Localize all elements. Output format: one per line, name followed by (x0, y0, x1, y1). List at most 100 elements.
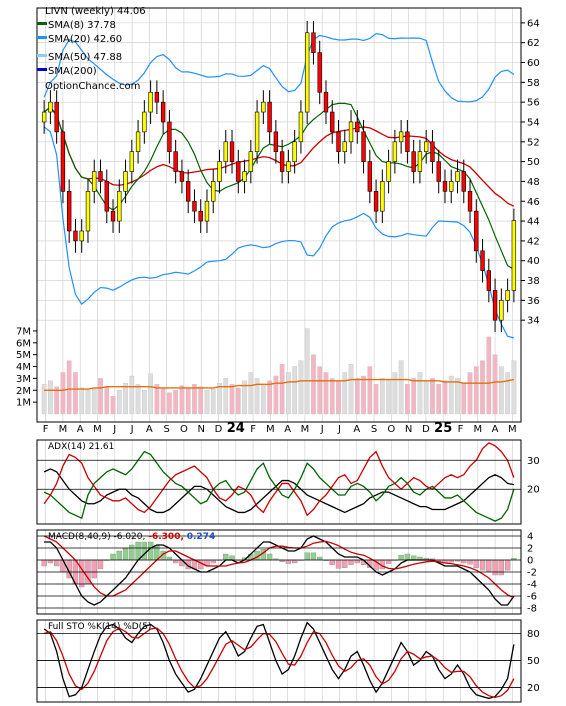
candle-body (48, 101, 53, 113)
candle-body (217, 161, 222, 182)
volume-bar (116, 390, 122, 415)
candle-body (367, 161, 372, 192)
candle-body (417, 151, 423, 172)
volume-bar (323, 372, 329, 415)
volume-bar (254, 378, 260, 415)
macd-histogram-bar (335, 559, 342, 569)
price-legend: LIVN (weekly) 44.06 SMA(8) 37.78 SMA(20)… (37, 6, 146, 92)
candle-body (430, 141, 435, 162)
volume-bar (204, 390, 210, 415)
candle-body (286, 161, 291, 172)
x-axis-label: A (492, 424, 499, 435)
candle-body (154, 91, 160, 103)
volume-bar (430, 378, 435, 415)
candle-body (41, 111, 47, 123)
macd-histogram-bar (135, 541, 141, 561)
candle-body (361, 131, 366, 162)
macd-histogram-bar (147, 541, 154, 561)
candle-body (392, 141, 398, 162)
macd-histogram-bar (479, 559, 486, 571)
candlesticks (41, 20, 517, 333)
volume-bar (267, 380, 272, 415)
volume-bar (311, 354, 316, 415)
grid-lines (37, 8, 521, 702)
candle-body (455, 171, 460, 182)
stochastic-tick-label: 20 (527, 683, 540, 694)
macd-histogram (41, 541, 517, 588)
macd-histogram-bar (354, 559, 360, 564)
stochastic-tick-label: 80 (527, 629, 540, 640)
x-axis-label: M (508, 424, 517, 435)
volume-bar (386, 380, 391, 415)
volume-bar (329, 378, 335, 415)
candle-body (480, 250, 485, 271)
x-axis-label: F (458, 424, 464, 435)
candle-body (54, 101, 59, 133)
volume-bar (66, 360, 72, 415)
stochastic-panel-frame (36, 619, 522, 703)
macd-tick-label: -8 (527, 604, 537, 615)
candle-body (254, 111, 260, 153)
candle-body (73, 230, 78, 242)
candle-body (173, 151, 178, 172)
candle-body (98, 171, 103, 182)
macd-histogram-bar (41, 559, 47, 567)
volume-bar (60, 372, 66, 415)
volume-bar (248, 372, 254, 415)
volume-average (44, 378, 514, 391)
macd-tick-label: -6 (527, 592, 537, 603)
macd-histogram-bar (329, 559, 335, 565)
volume-bar (448, 375, 454, 415)
x-axis-label: D (422, 424, 430, 435)
x-axis-label: J (337, 424, 341, 435)
candle-body (292, 141, 297, 162)
macd-tick-label: -4 (527, 580, 537, 591)
macd-histogram-bar (129, 544, 135, 561)
macd-histogram-bar (116, 550, 122, 561)
volume-tick-label: 4M (16, 362, 31, 373)
sma20-line (43, 106, 515, 207)
volume-bar (442, 380, 448, 415)
x-axis-label: A (146, 424, 153, 435)
volume-bar (179, 385, 185, 415)
candle-body (373, 191, 379, 212)
candle-body (424, 141, 429, 153)
candle-body (442, 181, 448, 192)
candle-body (486, 270, 491, 291)
candle-body (348, 121, 354, 143)
volume-bar (286, 372, 291, 415)
candle-body (167, 121, 172, 153)
adx-di-line (43, 442, 515, 517)
volume-average-line (44, 378, 514, 391)
macd-histogram-bar (498, 559, 504, 576)
volume-bar (292, 366, 298, 415)
candle-body (179, 171, 185, 182)
candle-body (405, 131, 410, 153)
volume-bar (398, 360, 404, 415)
macd-histogram-bar (461, 559, 467, 564)
price-tick-label: 60 (527, 58, 540, 69)
moving-averages (43, 102, 515, 270)
candle-body (85, 191, 91, 232)
volume-bar (235, 387, 241, 415)
macd-histogram-bar (385, 559, 392, 564)
candle-body (380, 181, 385, 212)
candle-body (123, 171, 128, 192)
volume-bar (279, 364, 285, 415)
candle-body (461, 171, 466, 192)
x-axis-labels: F M A M J J A S O N D 24 F M A M J J A S O N D 25 F M A M (43, 421, 517, 436)
volume-bar (348, 364, 354, 415)
x-axis-label: J (320, 424, 324, 435)
stochastic-tick-label: 50 (527, 656, 540, 667)
candle-body (467, 191, 473, 212)
macd-histogram-bar (486, 559, 492, 573)
volume-bar (135, 384, 141, 415)
volume-bar (379, 378, 385, 415)
volume-tick-label: 1M (16, 398, 31, 409)
volume-bar (54, 386, 60, 415)
price-tick-label: 54 (527, 117, 540, 128)
volume-bar (185, 387, 191, 415)
candle-body (311, 32, 316, 53)
volume-bar (304, 328, 310, 415)
